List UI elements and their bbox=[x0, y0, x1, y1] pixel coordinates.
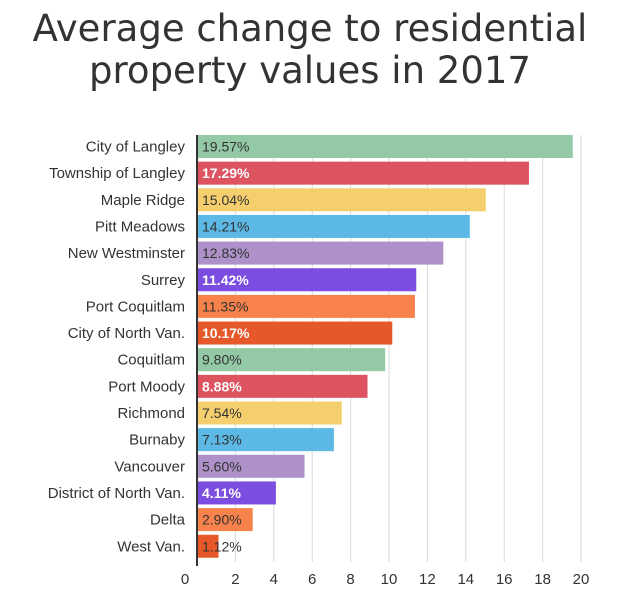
value-label: 4.11% bbox=[202, 485, 241, 501]
x-tick-label: 10 bbox=[381, 571, 398, 588]
category-label: Maple Ridge bbox=[101, 192, 185, 209]
bar bbox=[197, 161, 529, 185]
value-label: 8.88% bbox=[202, 378, 242, 394]
bar bbox=[197, 374, 368, 398]
bar bbox=[197, 534, 219, 558]
bar bbox=[197, 268, 417, 292]
x-tick-label: 14 bbox=[457, 571, 474, 588]
category-label: Pitt Meadows bbox=[95, 218, 185, 235]
category-label: Vancouver bbox=[114, 458, 185, 475]
category-label: Port Moody bbox=[108, 378, 185, 395]
category-label: Port Coquitlam bbox=[86, 298, 185, 315]
bar bbox=[197, 454, 305, 478]
value-label: 9.80% bbox=[202, 352, 242, 368]
bar bbox=[197, 294, 415, 318]
x-tick-label: 4 bbox=[270, 571, 278, 588]
category-label: Richmond bbox=[117, 405, 185, 422]
value-label: 7.54% bbox=[202, 405, 242, 421]
bar bbox=[197, 214, 470, 238]
category-label: City of Langley bbox=[86, 139, 186, 156]
category-label: Delta bbox=[150, 512, 186, 529]
value-label: 12.83% bbox=[202, 245, 249, 261]
x-tick-label: 12 bbox=[419, 571, 436, 588]
bar bbox=[197, 321, 393, 345]
x-tick-label: 2 bbox=[231, 571, 239, 588]
x-tick-label: 18 bbox=[534, 571, 551, 588]
value-label: 5.60% bbox=[202, 458, 242, 474]
value-label: 7.13% bbox=[202, 432, 242, 448]
chart-title: Average change to residential property v… bbox=[0, 8, 620, 92]
value-label: 2.90% bbox=[202, 512, 242, 528]
category-label: West Van. bbox=[117, 538, 185, 555]
bar bbox=[197, 188, 486, 212]
category-label: Coquitlam bbox=[117, 352, 185, 369]
value-label: 15.04% bbox=[202, 192, 249, 208]
bar bbox=[197, 428, 334, 452]
category-label: Surrey bbox=[141, 272, 186, 289]
bar bbox=[197, 481, 276, 505]
category-label: District of North Van. bbox=[48, 485, 185, 502]
value-label: 19.57% bbox=[202, 139, 249, 155]
x-tick-label: 0 bbox=[181, 571, 189, 588]
value-label: 11.42% bbox=[202, 272, 249, 288]
category-label: City of North Van. bbox=[68, 325, 185, 342]
bar bbox=[197, 401, 342, 425]
category-label: Burnaby bbox=[129, 432, 185, 449]
value-label: 10.17% bbox=[202, 325, 250, 341]
value-label: 11.35% bbox=[202, 298, 248, 314]
x-tick-label: 6 bbox=[308, 571, 316, 588]
value-label: 17.29% bbox=[202, 165, 250, 181]
x-tick-label: 16 bbox=[496, 571, 513, 588]
bar bbox=[197, 241, 444, 265]
x-tick-label: 8 bbox=[346, 571, 354, 588]
bar bbox=[197, 135, 573, 158]
category-label: New Westminster bbox=[68, 245, 185, 262]
value-label: 1.12% bbox=[202, 538, 242, 554]
bar bbox=[197, 348, 386, 372]
bar bbox=[197, 508, 253, 532]
x-tick-label: 20 bbox=[573, 571, 590, 588]
chart-title-line-1: Average change to residential bbox=[32, 7, 588, 50]
chart-title-line-2: property values in 2017 bbox=[89, 49, 531, 92]
category-label: Township of Langley bbox=[49, 165, 185, 182]
value-label: 14.21% bbox=[202, 218, 249, 234]
